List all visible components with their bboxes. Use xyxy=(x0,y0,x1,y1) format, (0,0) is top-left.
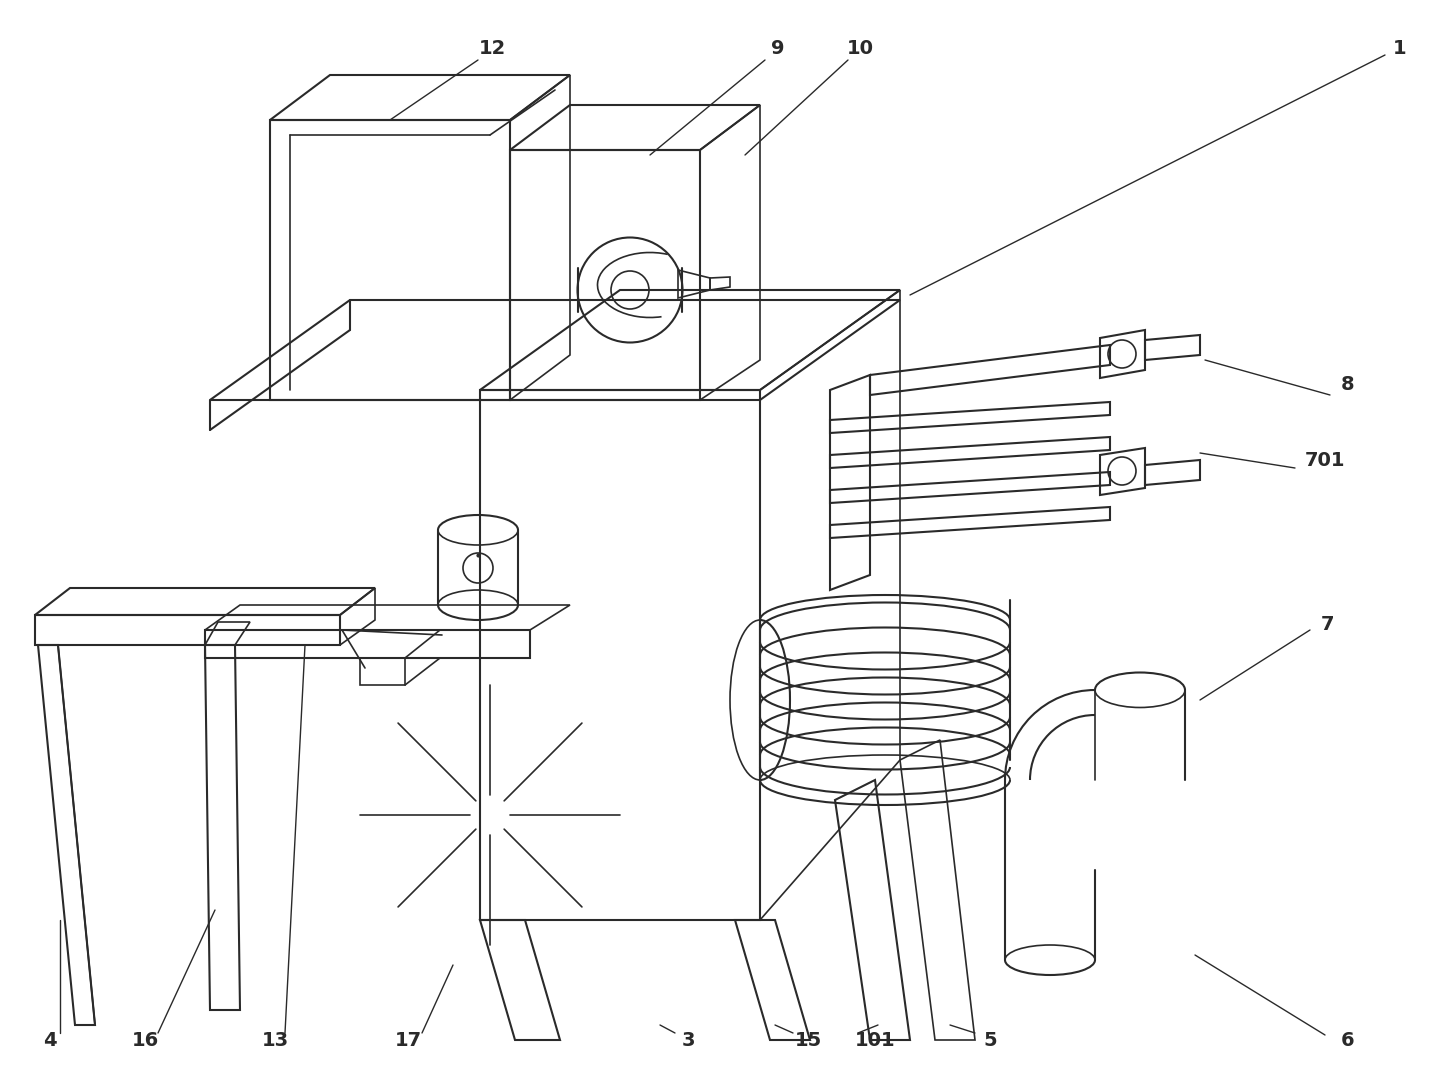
Text: 4: 4 xyxy=(44,1030,57,1050)
Text: 5: 5 xyxy=(984,1030,997,1050)
Text: 701: 701 xyxy=(1305,450,1346,470)
Text: 1: 1 xyxy=(1394,38,1407,58)
Text: 8: 8 xyxy=(1342,375,1355,395)
Text: 7: 7 xyxy=(1321,616,1334,634)
Text: 17: 17 xyxy=(394,1030,422,1050)
Text: 3: 3 xyxy=(681,1030,694,1050)
Text: 9: 9 xyxy=(771,38,784,58)
Text: 13: 13 xyxy=(262,1030,288,1050)
Text: 10: 10 xyxy=(847,38,873,58)
Text: 15: 15 xyxy=(794,1030,822,1050)
Text: 12: 12 xyxy=(479,38,506,58)
Text: 16: 16 xyxy=(131,1030,159,1050)
Text: 6: 6 xyxy=(1342,1030,1355,1050)
Text: 101: 101 xyxy=(854,1030,895,1050)
